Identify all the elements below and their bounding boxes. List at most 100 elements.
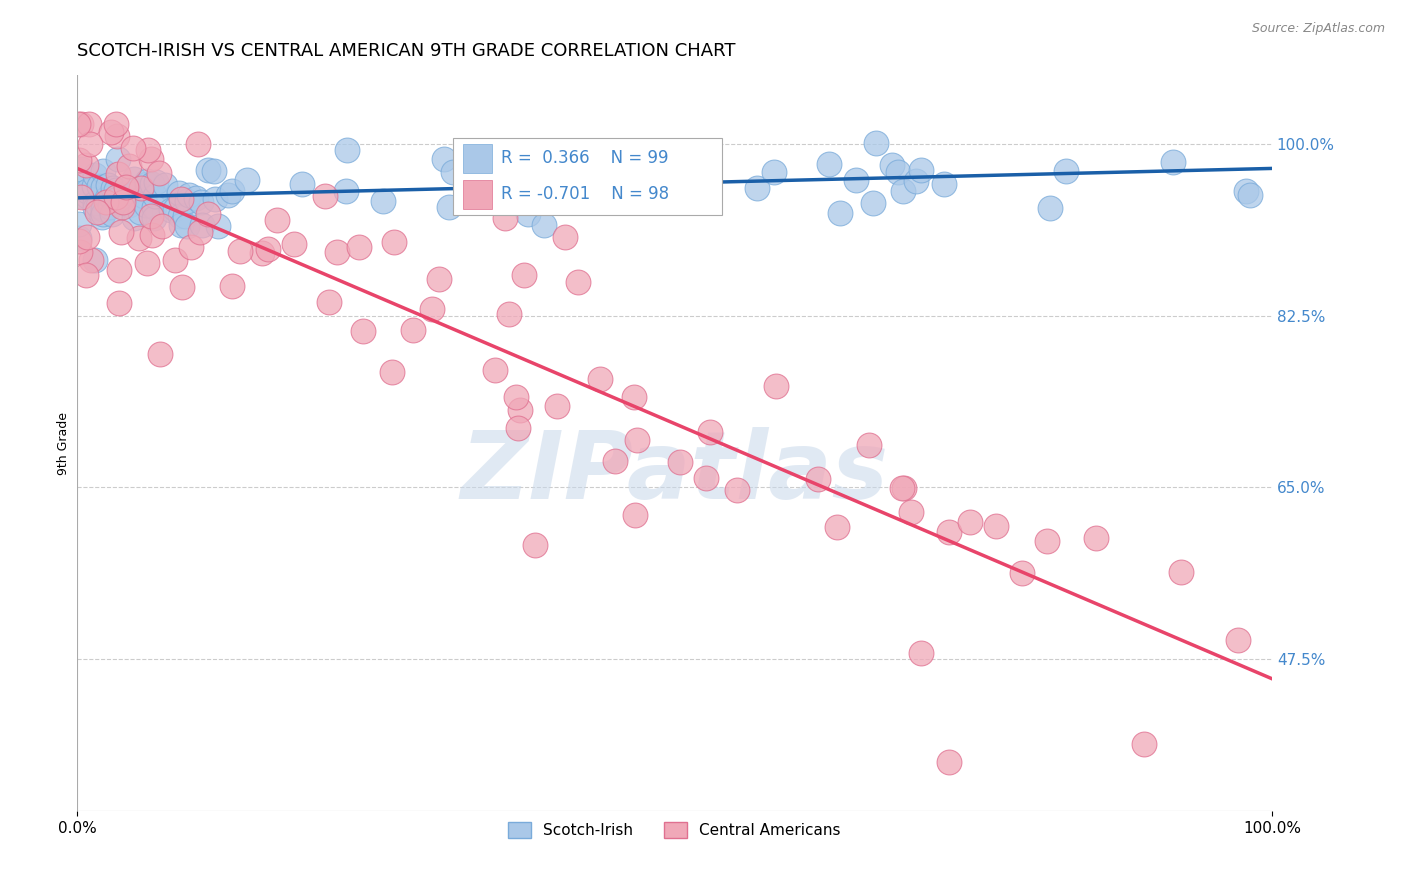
Point [567,275,589,289]
Point [141,227,163,242]
Point [165,202,187,217]
Point [318,295,340,310]
Point [135,197,157,211]
Point [111,200,134,214]
Point [141,177,163,191]
Point [122,141,145,155]
Point [471,179,494,194]
Point [148,166,170,180]
Point [910,163,932,178]
Point [1161,155,1184,169]
Point [197,163,219,178]
Point [1239,188,1261,202]
Point [91,164,114,178]
Point [139,152,162,166]
Point [818,157,841,171]
Point [1226,632,1249,647]
Point [129,205,152,219]
Point [217,188,239,202]
Point [180,240,202,254]
Point [765,378,787,392]
Point [890,481,912,495]
Point [938,755,960,769]
Point [505,390,527,404]
Point [97,178,120,192]
Point [129,181,152,195]
Point [613,181,636,195]
Point [114,193,136,207]
Point [763,165,786,179]
Point [626,434,648,448]
Point [1054,164,1077,178]
Point [283,237,305,252]
Text: SCOTCH-IRISH VS CENTRAL AMERICAN 9TH GRADE CORRELATION CHART: SCOTCH-IRISH VS CENTRAL AMERICAN 9TH GRA… [77,42,735,60]
Point [1170,565,1192,579]
Point [589,372,612,386]
Legend: Scotch-Irish, Central Americans: Scotch-Irish, Central Americans [502,816,846,844]
Point [124,172,146,186]
Point [94,195,117,210]
Point [517,207,540,221]
Point [69,190,91,204]
Point [478,167,501,181]
Text: Source: ZipAtlas.com: Source: ZipAtlas.com [1251,22,1385,36]
Point [67,217,90,231]
Point [699,425,721,439]
Point [336,143,359,157]
Point [188,225,211,239]
Point [858,438,880,452]
Point [160,203,183,218]
Text: R =  0.366    N = 99: R = 0.366 N = 99 [502,149,669,168]
Point [554,230,576,244]
Point [207,219,229,233]
Point [725,483,748,497]
Point [422,301,444,316]
Point [135,178,157,192]
Point [1011,566,1033,581]
Point [110,225,132,239]
Point [498,307,520,321]
Point [67,234,90,248]
Point [1036,533,1059,548]
Point [891,185,914,199]
Point [117,198,139,212]
Point [484,362,506,376]
Point [187,136,209,151]
Point [513,268,536,282]
Point [256,242,278,256]
Point [984,519,1007,533]
Point [114,180,136,194]
Point [314,189,336,203]
Point [352,324,374,338]
Point [441,165,464,179]
FancyBboxPatch shape [454,137,723,215]
Point [87,199,110,213]
FancyBboxPatch shape [463,144,492,173]
Point [508,421,530,435]
Point [76,184,98,198]
Point [880,158,903,172]
Point [347,240,370,254]
Point [672,173,695,187]
Point [825,520,848,534]
Point [67,188,90,202]
Point [143,189,166,203]
Point [75,158,97,172]
Point [136,143,159,157]
Point [93,207,115,221]
Point [108,263,131,277]
Point [101,181,124,195]
Point [1133,737,1156,751]
Point [402,323,425,337]
Point [938,524,960,539]
Point [86,204,108,219]
Point [174,209,197,223]
Point [747,181,769,195]
Point [84,252,107,267]
Point [176,219,198,233]
Point [179,188,201,202]
Point [170,192,193,206]
Point [533,218,555,232]
Point [150,219,173,233]
Point [190,218,212,232]
